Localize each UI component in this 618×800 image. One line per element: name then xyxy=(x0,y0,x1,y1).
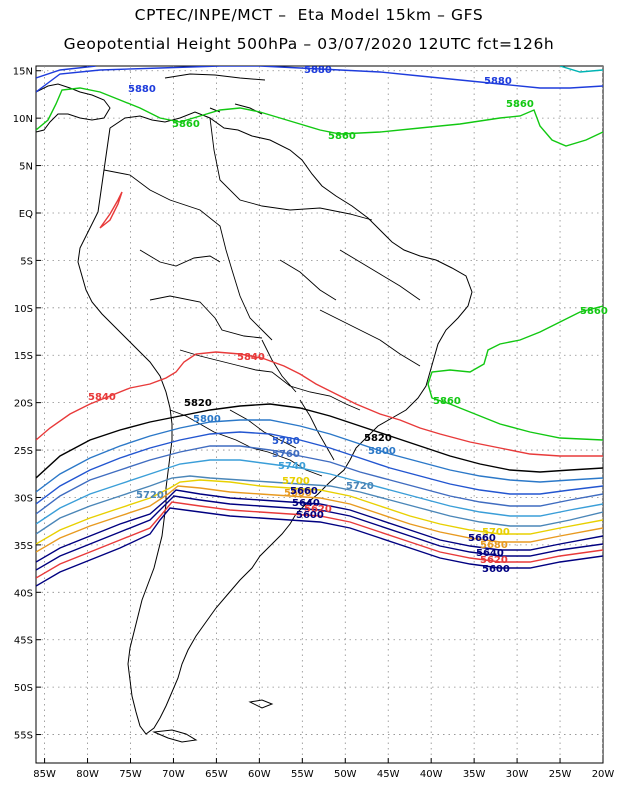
contour-label: 5600 xyxy=(296,510,324,521)
lat-label: 20S xyxy=(14,399,33,410)
contour-label: 5800 xyxy=(368,446,396,457)
contour-label: 5680 xyxy=(284,488,312,499)
contour-label: 5660 xyxy=(290,486,318,497)
central-america-coast xyxy=(36,83,111,133)
contour-label: 5860 xyxy=(172,119,200,130)
coastline xyxy=(36,73,473,743)
contour-label: 5860 xyxy=(328,131,356,142)
lat-label: 10N xyxy=(13,114,33,125)
falkland-islands xyxy=(248,699,274,709)
contour-label: 5740 xyxy=(278,461,306,472)
contour-label: 5700 xyxy=(482,527,510,538)
contour-5620 xyxy=(36,501,603,579)
contour-5880-b xyxy=(36,66,97,79)
lon-label: 60W xyxy=(248,769,271,780)
contour-label: 5860 xyxy=(580,306,608,317)
lat-label: 10S xyxy=(14,304,33,315)
contour-5740 xyxy=(36,459,603,525)
tierra-del-fuego xyxy=(152,729,198,743)
lat-label: 40S xyxy=(14,588,33,599)
lon-label: 25W xyxy=(549,769,572,780)
contour-5860-blob xyxy=(99,191,123,229)
contour-label: 5880 xyxy=(128,84,156,95)
contour-5820 xyxy=(36,403,603,479)
contour-label: 5760 xyxy=(272,449,300,460)
contour-5760 xyxy=(36,445,603,515)
lon-label: 35W xyxy=(463,769,486,780)
contour-5860-east xyxy=(427,305,603,441)
contour-label: 5880 xyxy=(304,65,332,76)
plot-frame xyxy=(35,65,604,764)
south-america-coast xyxy=(77,111,473,735)
lat-label: 5S xyxy=(20,256,33,267)
contour-5840 xyxy=(36,351,603,457)
map-title-line2: Geopotential Height 500hPa – 03/07/2020 … xyxy=(63,35,555,53)
contour-label: 5640 xyxy=(292,498,320,509)
longitude-labels: 85W 80W 75W 70W 65W 60W 55W 50W 45W 40W 35W 30W 25W 2… xyxy=(33,758,614,780)
contour-label: 5880 xyxy=(484,76,512,87)
contour-5900 xyxy=(559,66,603,73)
lat-label: 50S xyxy=(14,683,33,694)
contour-label: 5720 xyxy=(346,481,374,492)
lat-label: EQ xyxy=(19,209,33,220)
contour-label: 5860 xyxy=(433,396,461,407)
contour-5680 xyxy=(36,485,603,553)
contour-label: 5620 xyxy=(480,555,508,566)
contour-label: 5840 xyxy=(88,392,116,403)
contour-label: 5780 xyxy=(272,436,300,447)
border-lines xyxy=(103,117,421,477)
contour-5720 xyxy=(36,475,603,535)
contour-label: 5720 xyxy=(136,490,164,501)
lon-label: 50W xyxy=(334,769,357,780)
lon-label: 65W xyxy=(205,769,228,780)
contour-5660 xyxy=(36,489,603,563)
lon-label: 40W xyxy=(420,769,443,780)
lat-label: 35S xyxy=(14,541,33,552)
contour-5640 xyxy=(36,495,603,571)
lon-label: 85W xyxy=(33,769,56,780)
graticule xyxy=(36,66,603,763)
map-title-line1: CPTEC/INPE/MCT – Eta Model 15km – GFS xyxy=(134,6,484,24)
contour-5780 xyxy=(36,431,603,505)
lon-label: 75W xyxy=(119,769,142,780)
contour-label: 5600 xyxy=(482,564,510,575)
contour-label: 5700 xyxy=(282,476,310,487)
lat-label: 55S xyxy=(14,731,33,742)
contour-label: 5820 xyxy=(364,433,392,444)
contour-label: 5860 xyxy=(506,99,534,110)
lat-label: 5N xyxy=(19,162,33,173)
lon-label: 70W xyxy=(162,769,185,780)
contour-label: 5640 xyxy=(476,548,504,559)
lon-label: 30W xyxy=(506,769,529,780)
contour-label: 5820 xyxy=(184,398,212,409)
contour-5860-north xyxy=(36,87,603,147)
contour-label: 5620 xyxy=(304,504,332,515)
lat-label: 25S xyxy=(14,446,33,457)
lat-label: 15S xyxy=(14,351,33,362)
contour-5800 xyxy=(36,419,603,493)
lon-label: 55W xyxy=(291,769,314,780)
contour-label: 5660 xyxy=(468,533,496,544)
latitude-labels: 15N 10N 5N EQ 5S 10S 15S 20S 25S 30S 35S 40S 45S 50S 5… xyxy=(13,67,41,742)
contour-label: 5840 xyxy=(237,352,265,363)
lat-label: 30S xyxy=(14,493,33,504)
lat-label: 15N xyxy=(13,67,33,78)
contour-label: 5680 xyxy=(480,540,508,551)
lon-label: 80W xyxy=(76,769,99,780)
contour-5880 xyxy=(36,66,603,93)
lon-label: 20W xyxy=(592,769,615,780)
lon-label: 45W xyxy=(377,769,400,780)
contour-5600 xyxy=(36,507,603,587)
lat-label: 45S xyxy=(14,636,33,647)
contour-label: 5800 xyxy=(193,414,221,425)
contour-5700 xyxy=(36,479,603,545)
